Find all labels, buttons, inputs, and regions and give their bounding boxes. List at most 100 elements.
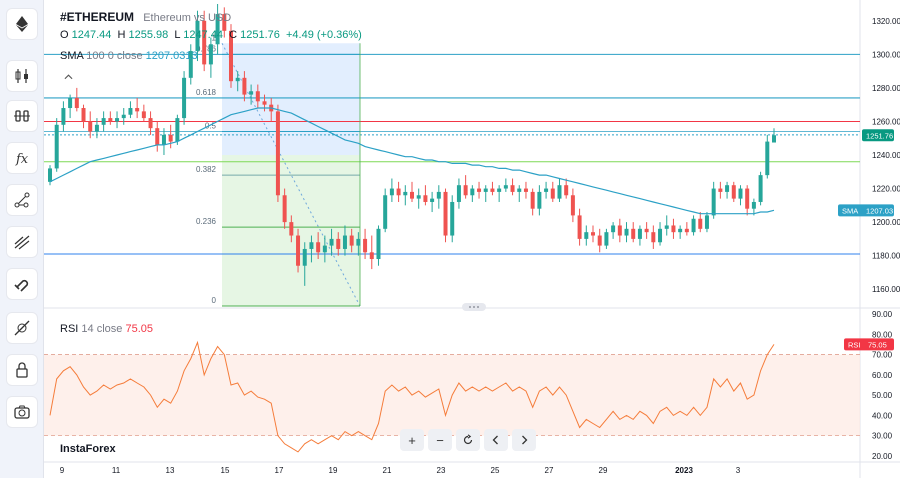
candle-body — [443, 191, 448, 236]
time-tick-label: 19 — [329, 466, 338, 475]
scroll-right-button[interactable] — [512, 429, 536, 451]
reset-chart-button[interactable] — [456, 429, 480, 451]
candle-body — [182, 77, 187, 119]
candle-body — [336, 238, 341, 249]
current-price-tag — [862, 129, 894, 142]
candle-body — [302, 248, 307, 266]
fib-label-1: 1 — [212, 33, 217, 42]
svg-text:fx: fx — [15, 152, 29, 167]
ethereum-logo-icon — [16, 16, 28, 32]
candle-body — [383, 195, 388, 229]
symbol-name[interactable]: #ETHEREUM — [60, 10, 135, 24]
candle-body — [88, 121, 93, 132]
indicators-tool[interactable]: fx — [6, 142, 38, 174]
drawing-nodes-tool[interactable] — [6, 184, 38, 216]
candle-body — [691, 218, 696, 233]
candle-body — [423, 195, 428, 202]
fib-label-0-236: 0.236 — [196, 217, 217, 226]
candle-body — [262, 101, 267, 105]
bar-style-tool[interactable] — [6, 100, 38, 132]
rsi-legend[interactable]: RSI 14 close 75.05 — [60, 323, 153, 335]
trend-lines-tool[interactable] — [6, 226, 38, 258]
bar-style-icon — [14, 110, 30, 122]
candle-body — [403, 191, 408, 196]
ethereum-logo-tool[interactable] — [6, 8, 38, 40]
candle-body — [745, 188, 750, 209]
hide-drawings-tool[interactable] — [6, 312, 38, 344]
candle-body — [718, 188, 723, 192]
chart-canvas[interactable]: 10.7860.6180.50.3820.23601320.001300.001… — [44, 0, 900, 478]
scroll-left-button[interactable] — [484, 429, 508, 451]
sma-tag-value: 1207.03 — [866, 206, 893, 215]
price-tick-label: 1260.00 — [872, 117, 900, 126]
chart-navigation: + − — [400, 429, 536, 451]
candle-body — [229, 30, 233, 82]
candle-body — [517, 188, 522, 192]
candle-body — [731, 185, 736, 199]
low-value: 1247.44 — [183, 29, 223, 41]
chart-area[interactable]: 10.7860.6180.50.3820.23601320.001300.001… — [44, 0, 900, 478]
candle-body — [202, 20, 207, 65]
candle-body — [115, 118, 120, 122]
candle-body — [658, 228, 663, 243]
drawing-nodes-icon — [14, 192, 30, 208]
time-tick-label: 9 — [60, 466, 65, 475]
high-value: 1255.98 — [128, 29, 169, 41]
candle-body — [577, 215, 582, 239]
legend-collapse-button[interactable] — [60, 71, 76, 83]
sma-legend[interactable]: SMA 100 0 close 1207.0313 — [60, 50, 198, 62]
symbol-legend: #ETHEREUM Ethereum vs USD — [60, 10, 231, 24]
price-tick-label: 1180.00 — [872, 252, 900, 261]
candle-body — [369, 252, 374, 260]
candle-body — [651, 232, 656, 243]
rsi-tag-label: RSI — [848, 340, 861, 349]
candle-body — [141, 111, 146, 119]
candle-body — [54, 124, 59, 169]
candle-body — [175, 118, 180, 142]
candle-body — [255, 91, 260, 102]
lock-tool[interactable] — [6, 354, 38, 386]
candle-body — [510, 185, 515, 192]
price-tick-label: 1280.00 — [872, 84, 900, 93]
candle-body — [550, 188, 555, 199]
price-tick-label: 1160.00 — [872, 285, 900, 294]
candles-tool[interactable] — [6, 60, 38, 92]
candle-body — [490, 188, 495, 192]
sma-tag-label: SMA — [842, 206, 858, 215]
candle-body — [168, 134, 173, 142]
candle-body — [772, 135, 776, 143]
hide-drawings-icon — [14, 320, 30, 336]
candle-body — [222, 14, 227, 31]
candle-body — [477, 188, 482, 192]
candle-body — [94, 124, 99, 132]
time-tick-label: 2023 — [675, 466, 693, 475]
candle-body — [436, 191, 441, 199]
candle-body — [275, 111, 280, 196]
low-label: L — [174, 29, 181, 41]
reset-icon — [463, 434, 473, 445]
price-tick-label: 1220.00 — [872, 185, 900, 194]
zoom-out-button[interactable]: − — [428, 429, 452, 451]
pane-resize-handle[interactable] — [462, 303, 486, 311]
candle-body — [249, 91, 254, 95]
time-tick-label: 13 — [166, 466, 175, 475]
rsi-tick-label: 90.00 — [872, 310, 893, 319]
snapshot-tool[interactable] — [6, 396, 38, 428]
candle-body — [161, 134, 166, 145]
zoom-in-button[interactable]: + — [400, 429, 424, 451]
candle-body — [81, 108, 86, 122]
sma-line — [49, 107, 775, 215]
trend-lines-icon — [14, 235, 30, 250]
candle-body — [523, 188, 528, 192]
ohlc-legend: O 1247.44 H 1255.98 L 1247.44 C 1251.76 … — [60, 29, 362, 41]
fib-label-0: 0 — [212, 296, 217, 305]
candle-body — [631, 228, 636, 239]
candle-body — [624, 228, 629, 236]
rsi-tick-label: 50.00 — [872, 391, 893, 400]
candle-body — [604, 232, 609, 246]
candle-body — [389, 188, 394, 196]
open-label: O — [60, 29, 69, 41]
fib-label-0-618: 0.618 — [196, 88, 217, 97]
magnet-tool[interactable] — [6, 268, 38, 300]
candle-body — [698, 218, 703, 229]
